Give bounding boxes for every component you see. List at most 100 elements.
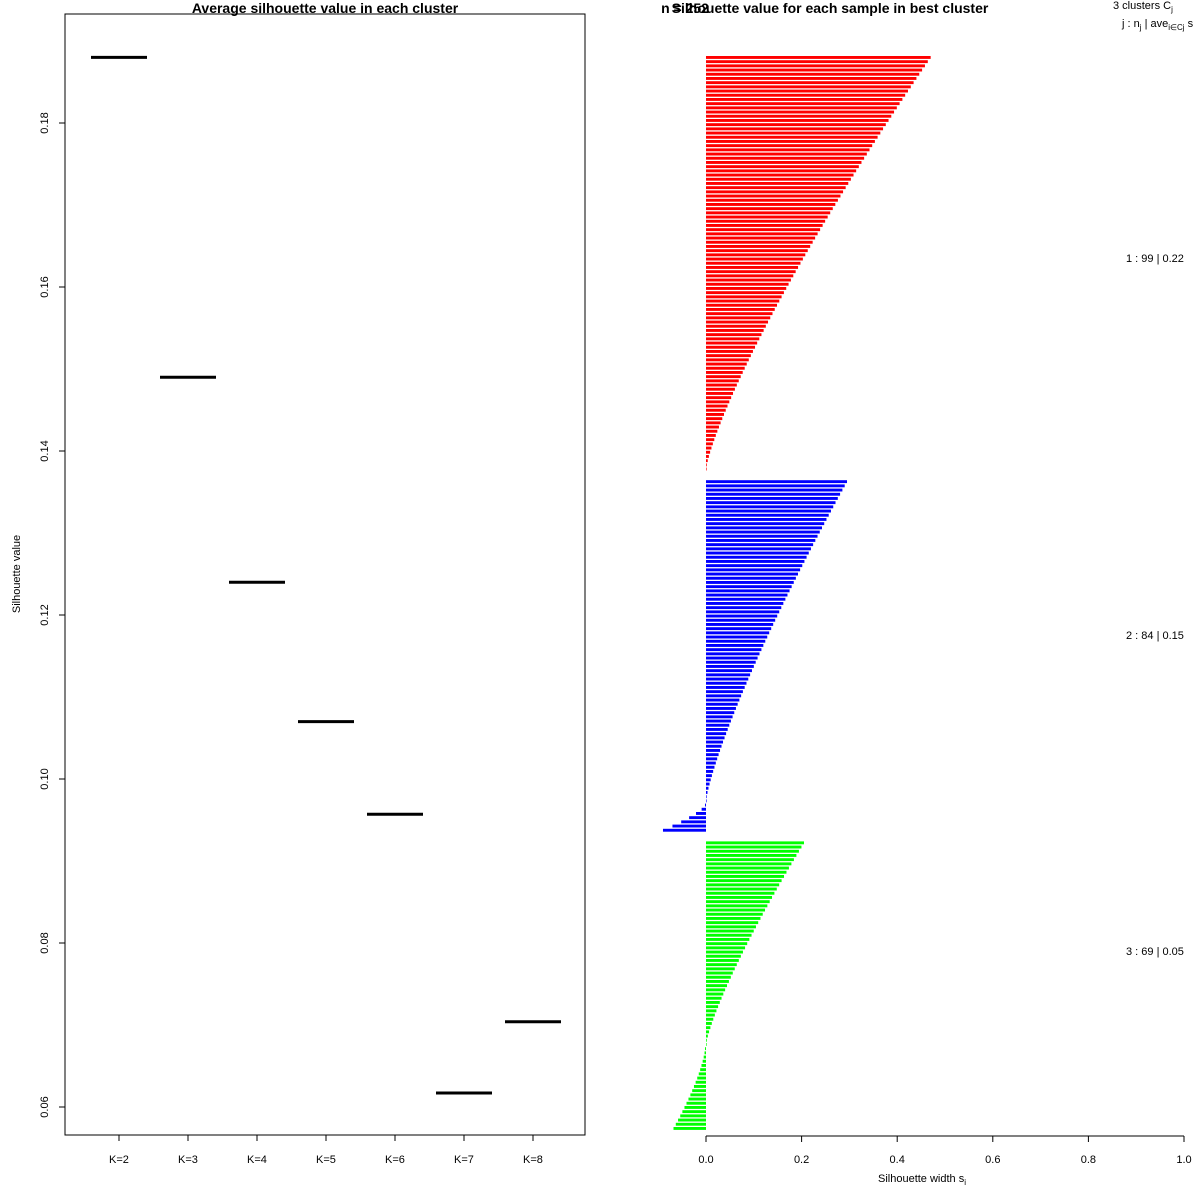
silhouette-bar-cluster-3 [706,849,799,853]
silhouette-bar-cluster-3 [684,1106,706,1109]
left-y-tick-label: 0.12 [39,604,51,625]
silhouette-bar-cluster-3 [706,1038,707,1042]
silhouette-bar-cluster-2 [706,597,786,601]
left-x-tick-label: K=3 [178,1154,198,1166]
silhouette-bar-cluster-1 [706,245,811,248]
right-x-tick-label: 0.2 [794,1154,809,1166]
silhouette-bar-cluster-2 [706,513,829,517]
silhouette-bar-cluster-3 [706,1009,717,1013]
silhouette-bar-cluster-2 [706,774,712,778]
right-x-axis-label-subscript: i [964,1178,966,1187]
silhouette-bar-cluster-2 [706,530,820,534]
right-x-tick-label: 0.8 [1081,1154,1096,1166]
silhouette-bar-cluster-2 [696,812,706,815]
silhouette-bar-cluster-1 [706,89,908,93]
silhouette-bar-cluster-1 [706,173,854,177]
left-y-axis: 0.06 0.08 0.10 0.12 0.14 0.16 0.18 [39,112,65,1118]
silhouette-bar-cluster-2 [706,765,715,769]
silhouette-bar-cluster-2 [706,749,721,752]
silhouette-bar-cluster-3 [678,1118,706,1122]
silhouette-bar-cluster-3 [686,1101,706,1105]
cluster-count-header: 3 clusters Cj [1113,0,1173,14]
silhouette-bar-cluster-1 [706,366,745,370]
silhouette-bar-cluster-1 [706,421,721,425]
silhouette-bar-cluster-1 [706,379,739,383]
silhouette-bar-cluster-2 [706,736,725,740]
silhouette-bar-cluster-1 [706,371,743,374]
left-x-tick-label: K=5 [316,1154,336,1166]
silhouette-bar-cluster-2 [706,526,822,530]
silhouette-bar-cluster-2 [706,581,794,584]
silhouette-bar-cluster-2 [706,560,805,563]
left-x-tick-label: K=6 [385,1154,405,1166]
silhouette-bar-cluster-1 [706,228,821,232]
silhouette-bar-cluster-1 [706,169,857,173]
silhouette-bar-cluster-1 [706,341,758,345]
silhouette-bar-cluster-1 [706,375,741,379]
silhouette-bar-cluster-2 [706,644,764,647]
silhouette-bar-cluster-2 [706,732,727,736]
silhouette-bar-cluster-3 [695,1080,706,1084]
column-header-ave-sub: i∈Cj [1168,23,1185,32]
silhouette-bar-cluster-2 [706,589,790,593]
silhouette-bar-cluster-3 [706,1030,710,1034]
silhouette-bar-cluster-1 [706,56,931,59]
silhouette-bar-cluster-1 [706,123,886,127]
silhouette-bar-cluster-1 [706,152,867,156]
silhouette-bar-cluster-2 [706,782,710,786]
silhouette-bar-cluster-2 [706,702,738,706]
left-y-tick-label: 0.18 [39,112,51,133]
right-chart-overlap-title: n = 252 [661,0,709,16]
silhouette-bar-cluster-1 [706,60,928,64]
right-chart-title: Silhouette value for each sample in best… [672,0,989,16]
silhouette-bar-cluster-1 [706,236,816,240]
silhouette-bar-cluster-3 [705,1047,706,1051]
silhouette-bar-cluster-3 [706,862,792,866]
left-x-tick-label: K=4 [247,1154,267,1166]
silhouette-bar-cluster-1 [706,396,732,400]
silhouette-bar-cluster-2 [706,555,807,559]
cluster-3-summary: 3 : 69 | 0.05 [1126,946,1184,958]
left-y-tick-label: 0.08 [39,932,51,953]
silhouette-bar-cluster-1 [706,148,870,152]
silhouette-bar-cluster-1 [706,81,914,85]
silhouette-bar-cluster-3 [675,1122,706,1126]
silhouette-bar-cluster-3 [706,938,750,941]
right-x-axis: 0.0 0.2 0.4 0.6 0.8 1.0 [698,1135,1192,1166]
silhouette-bar-cluster-3 [706,887,777,891]
silhouette-bar-cluster-2 [706,534,818,538]
silhouette-bar-cluster-1 [706,350,753,353]
silhouette-bar-cluster-1 [706,114,892,118]
silhouette-bar-cluster-2 [706,673,751,677]
silhouette-bar-cluster-2 [706,585,792,589]
right-x-tick-label: 0.0 [698,1154,713,1166]
left-chart-title: Average silhouette value in each cluster [192,0,459,16]
silhouette-bar-cluster-1 [706,291,784,295]
silhouette-bar-cluster-3 [690,1093,706,1097]
silhouette-bar-cluster-3 [706,946,746,950]
silhouette-bar-cluster-3 [706,891,775,895]
silhouette-bar-cluster-3 [706,954,741,958]
silhouette-bar-cluster-3 [706,879,782,883]
silhouette-bar-cluster-3 [706,866,789,870]
silhouette-bar-cluster-3 [700,1068,706,1072]
silhouette-bar-cluster-3 [706,1043,707,1046]
silhouette-bar-cluster-1 [706,77,917,80]
silhouette-bar-cluster-1 [706,358,749,362]
silhouette-bar-cluster-3 [702,1059,706,1063]
silhouette-bar-cluster-3 [688,1097,706,1101]
silhouette-bar-cluster-1 [706,450,711,454]
silhouette-bar-cluster-3 [706,929,754,933]
silhouette-bar-cluster-1 [706,446,712,450]
silhouette-bar-cluster-3 [706,1001,720,1004]
silhouette-bar-cluster-2 [689,816,706,820]
silhouette-bar-cluster-1 [706,278,791,282]
silhouette-bar-cluster-1 [706,131,881,135]
silhouette-bar-cluster-1 [706,98,903,101]
silhouette-bar-cluster-1 [706,316,771,320]
silhouette-bar-cluster-2 [706,711,735,715]
silhouette-bar-cluster-1 [706,211,831,215]
silhouette-bar-cluster-2 [706,593,788,597]
silhouette-bar-cluster-1 [706,186,846,190]
